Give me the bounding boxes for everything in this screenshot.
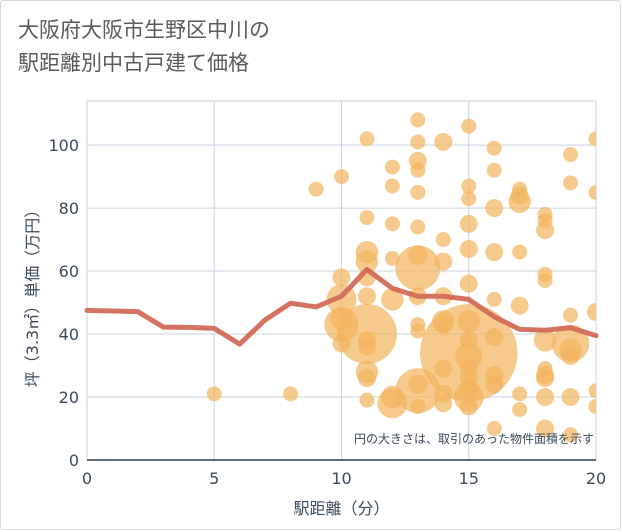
data-bubble — [486, 140, 502, 156]
data-bubble — [334, 169, 349, 185]
data-bubble — [332, 268, 351, 287]
data-bubble — [461, 191, 477, 207]
data-bubble — [486, 162, 502, 178]
data-bubble — [536, 388, 555, 407]
data-bubble — [434, 315, 453, 334]
data-bubble — [536, 419, 555, 438]
y-tick-label: 100 — [48, 136, 79, 155]
data-bubble — [395, 245, 441, 291]
data-bubble — [206, 386, 222, 402]
data-bubble — [563, 307, 579, 323]
data-bubble — [381, 385, 404, 409]
data-bubble — [408, 245, 428, 266]
data-bubble — [588, 383, 596, 399]
data-bubble — [510, 296, 529, 315]
data-bubble — [561, 388, 580, 407]
y-tick-label: 60 — [59, 262, 79, 281]
data-bubble — [485, 243, 504, 262]
data-bubble — [512, 181, 528, 197]
chart-title-line2: 駅距離別中古戸建て価格 — [18, 51, 249, 75]
x-tick-label: 10 — [331, 469, 351, 488]
data-bubble — [486, 291, 502, 307]
data-bubble — [588, 184, 596, 200]
data-bubble — [359, 131, 375, 147]
data-bubble — [359, 210, 375, 226]
data-bubble — [459, 378, 478, 397]
data-bubble — [410, 112, 426, 128]
average-price-line — [84, 266, 599, 347]
data-bubble — [410, 323, 426, 339]
tick-labels: 0 5 10 15 20 0 20 40 60 80 100 — [48, 136, 606, 488]
y-tick-label: 20 — [59, 388, 79, 407]
data-bubble — [357, 369, 376, 388]
data-bubble — [381, 288, 404, 311]
data-bubble — [355, 250, 379, 273]
data-bubble — [537, 361, 553, 377]
data-bubble — [434, 132, 453, 151]
data-bubble — [461, 118, 477, 134]
data-bubble — [537, 213, 553, 229]
data-bubble — [588, 131, 596, 147]
data-bubble — [485, 375, 504, 394]
y-tick-label: 40 — [59, 325, 79, 344]
data-bubble — [384, 159, 400, 175]
data-bubble — [434, 359, 453, 378]
line-layer — [84, 266, 599, 347]
data-bubble — [457, 310, 480, 333]
data-bubble — [459, 331, 478, 350]
data-bubble — [408, 374, 428, 395]
data-bubble — [485, 199, 504, 218]
data-bubble — [512, 386, 528, 402]
data-bubble — [357, 337, 376, 356]
data-bubble — [563, 147, 579, 163]
bubble-layer — [206, 112, 596, 443]
data-bubble — [384, 250, 400, 266]
data-bubble — [330, 307, 353, 330]
data-bubble — [357, 287, 376, 306]
data-bubble — [410, 184, 426, 200]
x-tick-label: 5 — [209, 469, 219, 488]
data-bubble — [512, 402, 528, 418]
data-bubble — [384, 216, 400, 232]
data-bubble — [512, 244, 528, 260]
data-bubble — [459, 397, 478, 416]
data-bubble — [410, 134, 426, 150]
y-tick-label: 0 — [69, 451, 79, 470]
data-bubble — [561, 347, 580, 366]
data-bubble — [410, 162, 426, 178]
data-bubble — [410, 219, 426, 235]
data-bubble — [459, 240, 478, 259]
data-bubble — [435, 232, 451, 248]
data-bubble — [563, 427, 579, 443]
data-bubble — [486, 421, 502, 437]
data-bubble — [359, 392, 375, 408]
y-tick-label: 80 — [59, 199, 79, 218]
data-bubble — [410, 398, 426, 414]
data-bubble — [588, 398, 596, 414]
data-bubble — [459, 214, 478, 233]
chart-title: 大阪府大阪市生野区中川の 駅距離別中古戸建て価格 — [18, 14, 270, 80]
bubble-size-note: 円の大きさは、取引のあった物件面積を示す — [354, 431, 594, 446]
data-bubble — [384, 178, 400, 194]
data-bubble — [563, 175, 579, 191]
data-bubble — [459, 274, 478, 293]
data-bubble — [434, 394, 453, 413]
x-tick-label: 0 — [82, 469, 92, 488]
data-bubble — [485, 328, 504, 347]
data-bubble — [461, 178, 477, 194]
y-axis-label: 坪（3.3㎡）単価（万円） — [23, 202, 42, 387]
data-bubble — [537, 273, 553, 288]
data-bubble — [283, 386, 299, 402]
data-bubble — [332, 334, 351, 353]
data-bubble — [308, 181, 324, 197]
x-tick-label: 15 — [459, 469, 479, 488]
data-bubble — [533, 329, 557, 352]
chart-title-line1: 大阪府大阪市生野区中川の — [18, 18, 270, 42]
x-tick-label: 20 — [586, 469, 606, 488]
x-axis-label: 駅距離（分） — [293, 499, 389, 518]
data-bubble — [587, 302, 596, 321]
data-bubble — [434, 252, 453, 271]
